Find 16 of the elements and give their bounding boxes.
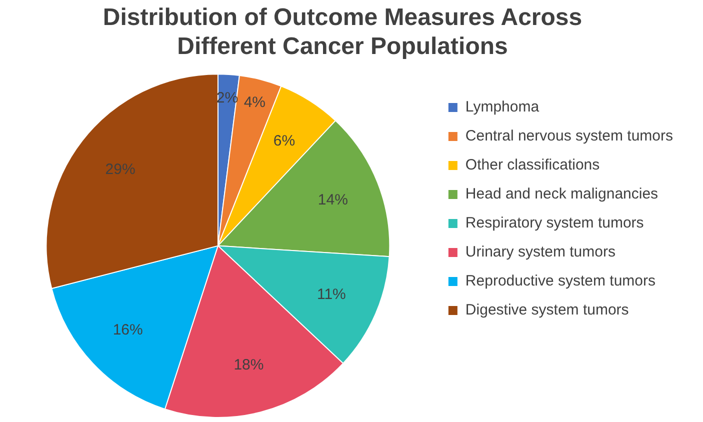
legend-label: Other classifications (465, 156, 600, 174)
legend-label: Reproductive system tumors (465, 272, 656, 290)
data-label: 16% (112, 322, 143, 339)
legend-label: Urinary system tumors (465, 244, 616, 261)
legend-label: Lymphoma (465, 98, 540, 116)
chart-title: Distribution of Outcome Measures Across Different Cancer Populations (102, 4, 582, 60)
data-label: 14% (318, 191, 348, 208)
legend-label: Digestive system tumors (465, 302, 629, 319)
legend-label: Respiratory system tumors (465, 214, 644, 232)
data-label: 18% (234, 356, 264, 374)
data-label: 29% (105, 161, 136, 178)
data-label: 11% (316, 286, 346, 304)
legend-label: Head and neck malignancies (465, 186, 658, 203)
data-label: 6% (273, 132, 296, 150)
legend-label: Central nervous system tumors (465, 128, 674, 145)
data-label: 4% (244, 94, 266, 111)
